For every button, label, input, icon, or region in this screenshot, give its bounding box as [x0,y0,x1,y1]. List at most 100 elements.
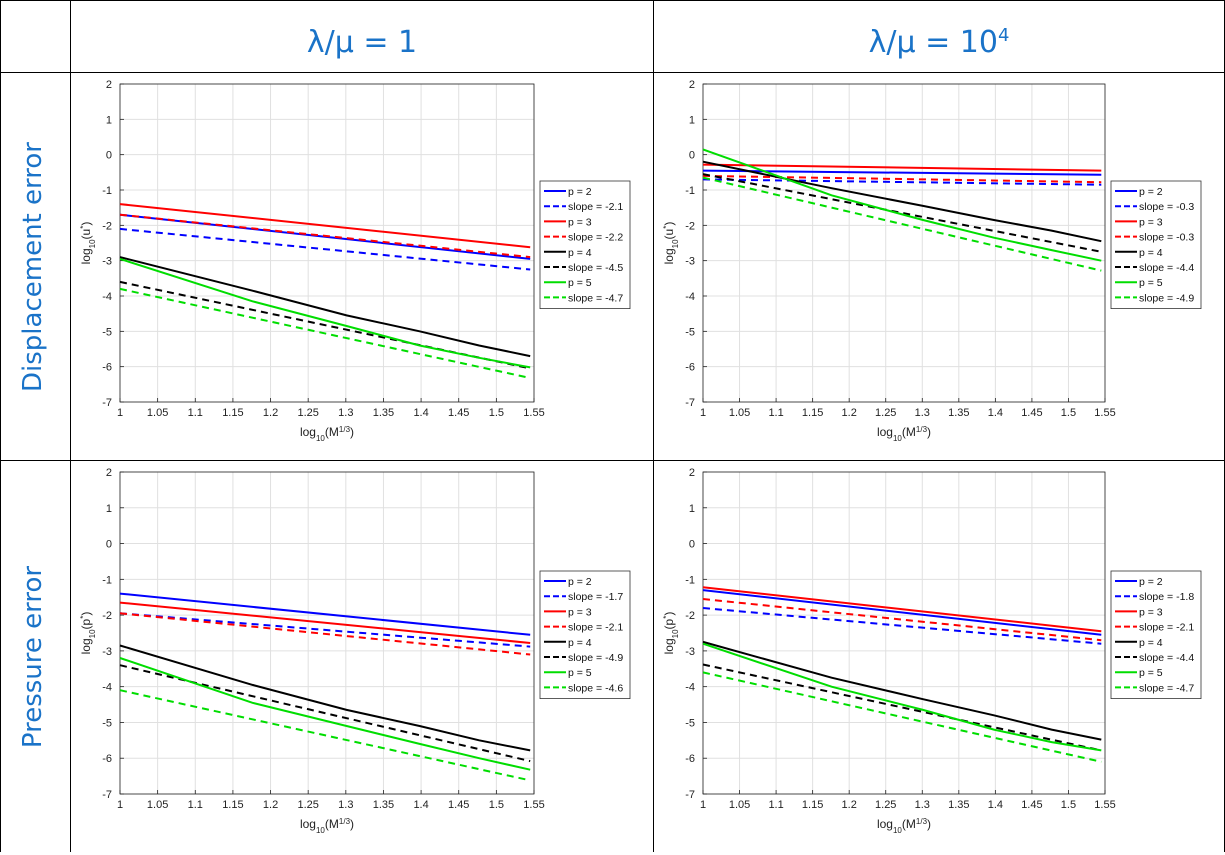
legend-label: p = 3 [568,216,592,228]
x-tick-label: 1.4 [988,799,1003,811]
x-tick-label: 1.5 [489,407,504,419]
legend-label: slope = -4.4 [1139,652,1194,664]
y-axis-label: log10(u*) [662,222,680,265]
y-tick-label: -1 [685,185,695,197]
x-tick-label: 1.45 [1021,799,1042,811]
legend-label: p = 5 [1139,667,1163,679]
y-tick-label: -4 [685,291,695,303]
row-header-pressure: Pressure error [18,565,48,749]
legend-label: slope = -0.3 [1139,201,1194,213]
series-line [702,589,1102,636]
x-tick-label: 1.45 [448,799,469,811]
series-line [119,227,531,271]
legend-label: slope = -1.7 [568,591,623,603]
y-tick-label: -3 [102,646,112,658]
x-tick-label: 1.15 [222,407,243,419]
axes-box [119,83,535,403]
x-tick-label: 1.35 [948,407,969,419]
y-tick-label: 2 [106,467,112,479]
y-tick-label: 1 [106,503,112,515]
x-tick-label: 1.25 [297,407,318,419]
series-line [702,671,1102,763]
x-tick-label: 1.35 [373,799,394,811]
y-axis-label: log10(u*) [79,222,97,265]
y-tick-label: 2 [689,467,695,479]
legend-label: slope = -4.7 [1139,682,1194,694]
legend-label: p = 5 [568,277,592,289]
chart-pressure-ratio-1e4: 1 1.05 1.1 1.15 1.2 1.25 1.3 1.35 1.4 1.45 1.5 1.55… [655,462,1223,850]
x-tick-label: 1.55 [1094,407,1115,419]
x-tick-label: 1.1 [188,407,203,419]
table-border-left [0,0,1,852]
table-row-divider [0,460,1225,461]
series-line [119,657,531,771]
grid-lines [119,83,535,403]
table-header-divider [0,72,1225,73]
x-tick-label: 1.05 [147,799,168,811]
series-line [119,257,531,369]
y-tick-label: -7 [102,397,112,409]
x-tick-label: 1 [117,799,123,811]
y-tick-label: -3 [685,256,695,268]
legend-box [1110,570,1202,699]
y-tick-label: 1 [106,114,112,126]
series-line [702,169,1102,176]
y-tick-label: -4 [685,682,695,694]
chart-displacement-ratio-1: 1 1.05 1.1 1.15 1.2 1.25 1.3 1.35 1.4 1.45 1.5 1.55… [72,74,652,458]
y-tick-label: 2 [689,79,695,91]
series-line [702,642,1102,752]
y-tick-label: -5 [685,326,695,338]
legend-label: p = 3 [1139,216,1163,228]
x-tick-label: 1 [117,407,123,419]
y-tick-label: -7 [102,789,112,801]
column-header-text: λ/μ = 1 [306,25,418,60]
legend-label: p = 3 [1139,606,1163,618]
column-header-ratio-1: λ/μ = 1 [71,18,653,61]
series-line [119,592,531,636]
y-axis-label: log10(p*) [79,612,97,655]
series-line [702,160,1102,243]
y-tick-label: 0 [689,539,695,551]
series-line [702,173,1102,253]
y-tick-label: 2 [106,79,112,91]
x-tick-label: 1.3 [338,799,353,811]
legend-label: slope = -4.7 [568,292,623,304]
y-tick-label: -6 [102,362,112,374]
series-line [119,203,531,249]
legend-label: slope = -4.4 [1139,262,1194,274]
row-header-displacement: Displacement error [18,142,48,392]
table-column-divider [653,0,654,852]
grid-lines [702,83,1106,403]
x-tick-label: 1.45 [448,407,469,419]
y-tick-label: -3 [102,256,112,268]
legend-label: slope = -4.9 [568,652,623,664]
legend-box [1110,180,1202,309]
series-line [119,256,531,358]
y-tick-label: -2 [102,610,112,622]
chart-displacement-ratio-1e4: 1 1.05 1.1 1.15 1.2 1.25 1.3 1.35 1.4 1.45 1.5 1.55… [655,74,1223,458]
column-header-sup: 4 [997,25,1010,46]
y-tick-label: 0 [689,150,695,162]
legend: p = 2 slope = -1.7 p = 3 slope = -2.1 p = 4 s… [539,570,631,699]
x-tick-label: 1.3 [338,407,353,419]
x-tick-label: 1.4 [413,799,428,811]
y-tick-label: -7 [685,397,695,409]
series-line [702,663,1102,752]
legend-label: p = 5 [1139,277,1163,289]
series-line [119,689,531,782]
x-tick-label: 1.2 [263,799,278,811]
y-tick-label: 1 [689,503,695,515]
x-tick-label: 1.05 [147,407,168,419]
legend-label: slope = -2.1 [568,201,623,213]
x-tick-label: 1.55 [1094,799,1115,811]
legend-label: slope = -4.5 [568,262,623,274]
legend-label: slope = -4.9 [1139,292,1194,304]
series-line [702,176,1102,272]
y-tick-label: -4 [102,291,112,303]
x-tick-label: 1.5 [1061,407,1076,419]
series-line [119,601,531,644]
x-tick-label: 1.4 [988,407,1003,419]
series-line [119,612,531,648]
series-line [702,178,1102,186]
y-tick-label: -1 [102,574,112,586]
